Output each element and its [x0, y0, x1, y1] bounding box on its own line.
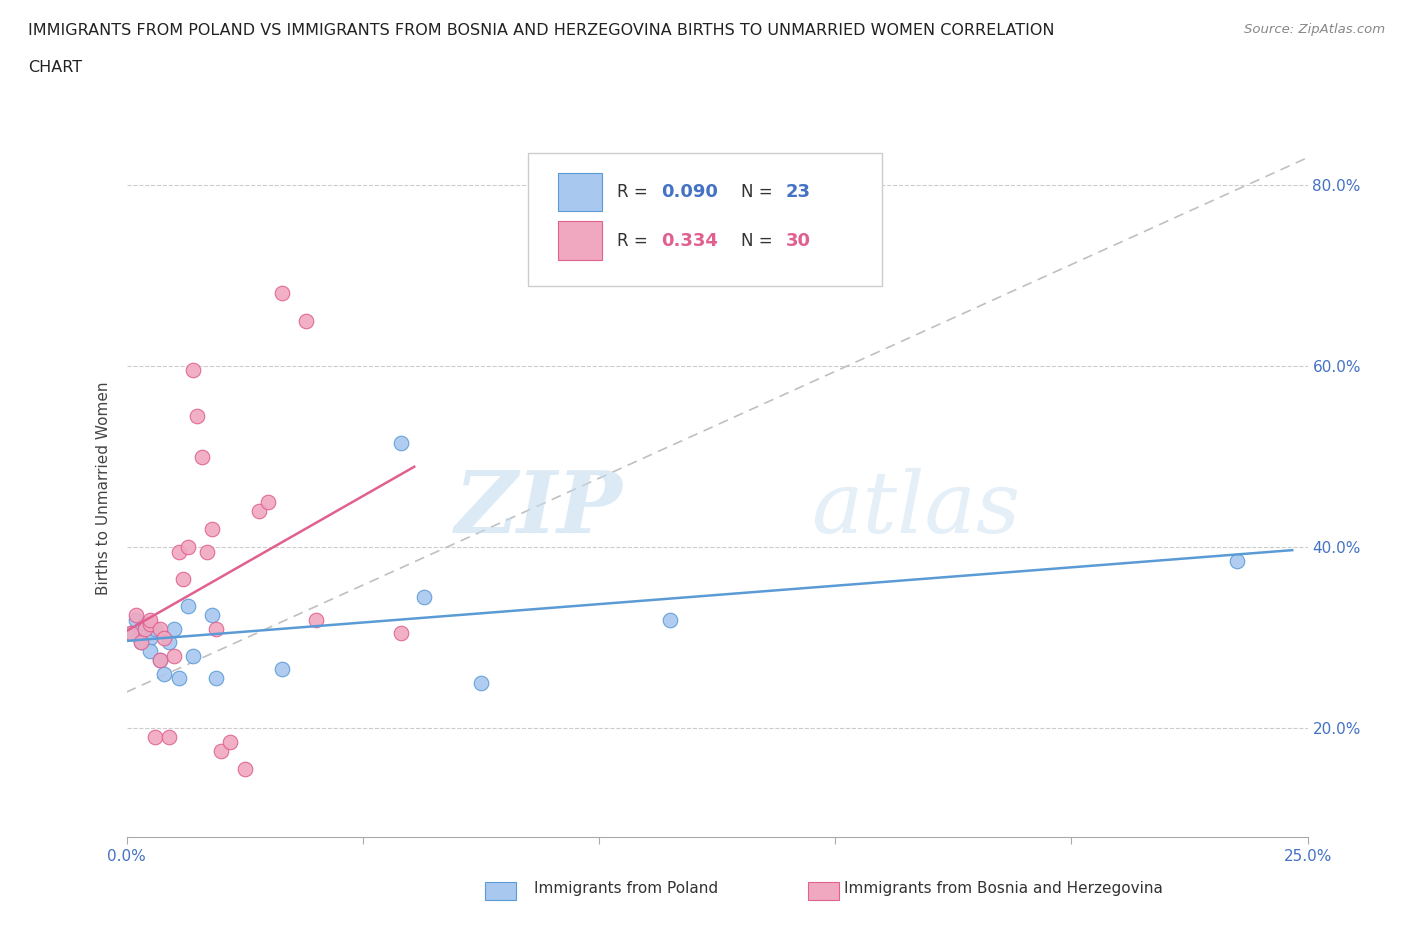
Point: [120, 626, 142, 641]
Point: [219, 735, 242, 750]
Point: [177, 539, 200, 554]
Point: [177, 599, 200, 614]
Text: N =: N =: [741, 232, 778, 249]
Point: [163, 621, 186, 636]
Point: [413, 590, 436, 604]
Y-axis label: Births to Unmarried Women: Births to Unmarried Women: [96, 381, 111, 595]
Point: [191, 449, 214, 464]
Point: [125, 612, 148, 627]
Point: [149, 653, 172, 668]
Point: [120, 626, 142, 641]
Point: [167, 671, 190, 686]
Point: [470, 675, 492, 690]
Point: [200, 607, 222, 622]
Point: [129, 621, 152, 636]
Point: [304, 612, 326, 627]
Point: [205, 621, 228, 636]
Point: [233, 762, 256, 777]
Text: R =: R =: [617, 232, 652, 249]
Point: [271, 662, 294, 677]
Point: [181, 648, 204, 663]
Point: [157, 730, 180, 745]
Point: [1226, 553, 1249, 568]
Text: Immigrants from Poland: Immigrants from Poland: [534, 881, 718, 896]
Point: [163, 648, 186, 663]
Text: 30: 30: [786, 232, 811, 249]
Point: [143, 621, 166, 636]
Point: [257, 495, 280, 510]
Point: [149, 621, 172, 636]
Text: 0.090: 0.090: [662, 183, 718, 201]
Point: [209, 743, 232, 758]
Text: N =: N =: [741, 183, 778, 201]
Text: CHART: CHART: [28, 60, 82, 75]
Text: IMMIGRANTS FROM POLAND VS IMMIGRANTS FROM BOSNIA AND HERZEGOVINA BIRTHS TO UNMAR: IMMIGRANTS FROM POLAND VS IMMIGRANTS FRO…: [28, 23, 1054, 38]
Point: [389, 435, 412, 450]
FancyBboxPatch shape: [529, 153, 883, 286]
Point: [167, 544, 190, 559]
Point: [295, 313, 318, 328]
Point: [153, 631, 176, 645]
Point: [153, 667, 176, 682]
Text: atlas: atlas: [811, 468, 1021, 551]
Point: [134, 621, 156, 636]
Point: [143, 730, 166, 745]
Point: [172, 571, 194, 586]
Point: [658, 612, 681, 627]
Point: [139, 612, 162, 627]
Point: [139, 631, 162, 645]
Point: [125, 607, 148, 622]
Point: [389, 626, 412, 641]
Point: [200, 522, 222, 537]
Text: 0.334: 0.334: [662, 232, 718, 249]
Point: [186, 408, 208, 423]
Point: [129, 635, 152, 650]
Bar: [558, 173, 603, 211]
Point: [139, 644, 162, 658]
Point: [247, 503, 270, 518]
Text: Immigrants from Bosnia and Herzegovina: Immigrants from Bosnia and Herzegovina: [844, 881, 1163, 896]
Text: ZIP: ZIP: [454, 468, 623, 551]
Bar: [558, 221, 603, 259]
Point: [129, 635, 152, 650]
Text: 23: 23: [786, 183, 811, 201]
Point: [157, 635, 180, 650]
Point: [195, 544, 218, 559]
Text: R =: R =: [617, 183, 652, 201]
Point: [181, 363, 204, 378]
Point: [139, 617, 162, 631]
Point: [134, 617, 156, 631]
Text: Source: ZipAtlas.com: Source: ZipAtlas.com: [1244, 23, 1385, 36]
Point: [205, 671, 228, 686]
Point: [149, 653, 172, 668]
Point: [271, 286, 294, 301]
